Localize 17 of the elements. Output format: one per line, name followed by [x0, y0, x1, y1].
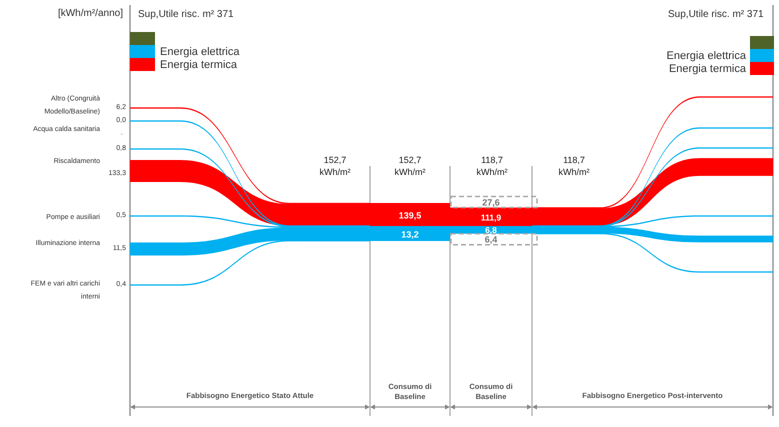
- text: 139,5: [398, 210, 422, 220]
- legend-label: Energia termica: [160, 59, 238, 71]
- text: Sup,Utile risc. m² 371: [138, 9, 234, 20]
- text: 118,7 kWh/m²: [476, 155, 508, 177]
- text: 152,7 kWh/m²: [320, 155, 350, 177]
- text: 6,4: [484, 234, 498, 245]
- text: Sup,Utile risc. m² 371: [668, 9, 764, 20]
- text: Energia termica: [668, 63, 746, 75]
- text: 13,2: [401, 230, 419, 240]
- text: [kWh/m²/anno]: [58, 8, 124, 19]
- text: 6,8: [485, 224, 498, 235]
- text: 118,7 kWh/m²: [558, 155, 590, 177]
- legend-label: Energia elettrica: [160, 46, 240, 58]
- text: 27,6: [482, 198, 500, 208]
- text: Energia elettrica: [666, 50, 746, 62]
- text: 152,7 kWh/m²: [394, 155, 426, 177]
- text: 111,9: [480, 212, 502, 222]
